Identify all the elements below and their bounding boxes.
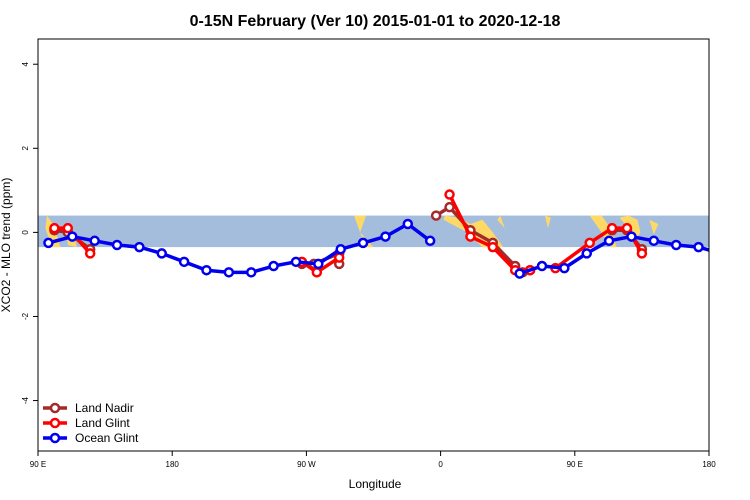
legend-swatch-marker bbox=[49, 432, 61, 444]
data-point bbox=[717, 249, 725, 257]
data-point bbox=[223, 267, 235, 278]
land-patch bbox=[649, 219, 659, 235]
legend-item: Land Glint bbox=[43, 416, 130, 430]
series-layer bbox=[43, 189, 725, 279]
x-axis: 90 E 180 90 W 0 90 E 180 bbox=[30, 451, 716, 469]
data-point bbox=[465, 231, 476, 242]
y-tick-label: -2 bbox=[21, 312, 30, 320]
legend-swatch-marker bbox=[49, 402, 61, 414]
data-point bbox=[636, 248, 648, 259]
data-point bbox=[290, 256, 302, 268]
data-point bbox=[357, 237, 369, 249]
data-point bbox=[424, 235, 436, 247]
y-tick-label: 0 bbox=[21, 230, 30, 235]
legend-item: Ocean Glint bbox=[43, 431, 139, 445]
data-point bbox=[536, 260, 548, 272]
chart-title: 0-15N February (Ver 10) 2015-01-01 to 20… bbox=[190, 13, 561, 30]
x-tick-label: 180 bbox=[702, 460, 716, 469]
y-axis: -4 -2 0 2 4 bbox=[21, 61, 38, 404]
data-point bbox=[49, 222, 60, 234]
data-point bbox=[84, 248, 96, 259]
data-point bbox=[178, 256, 190, 268]
data-point bbox=[670, 239, 682, 251]
data-point bbox=[584, 237, 595, 249]
data-point bbox=[648, 235, 660, 247]
y-axis-label: XCO2 - MLO trend (ppm) bbox=[0, 178, 13, 313]
data-point bbox=[603, 235, 615, 247]
data-point bbox=[514, 268, 525, 279]
data-point bbox=[67, 231, 78, 242]
data-point bbox=[43, 237, 54, 249]
data-point bbox=[693, 241, 704, 253]
data-point bbox=[444, 189, 455, 200]
data-point bbox=[111, 239, 123, 251]
legend-label: Land Nadir bbox=[75, 401, 134, 415]
data-point bbox=[134, 241, 145, 253]
y-tick-label: -4 bbox=[21, 396, 30, 404]
data-point bbox=[335, 243, 346, 255]
y-tick-label: 2 bbox=[21, 146, 30, 151]
x-tick-label: 0 bbox=[438, 460, 443, 469]
legend-label: Ocean Glint bbox=[75, 431, 139, 445]
data-point bbox=[487, 241, 499, 253]
data-point bbox=[430, 210, 442, 221]
data-point bbox=[89, 235, 100, 247]
data-point bbox=[245, 267, 257, 278]
x-tick-label: 90 W bbox=[297, 460, 316, 469]
x-axis-label: Longitude bbox=[349, 477, 402, 491]
x-tick-label: 180 bbox=[166, 460, 180, 469]
data-point bbox=[62, 222, 74, 234]
data-point bbox=[380, 231, 391, 242]
data-point bbox=[333, 252, 345, 263]
land-patch bbox=[544, 215, 551, 229]
legend-label: Land Glint bbox=[75, 416, 130, 430]
data-point bbox=[626, 231, 637, 242]
x-tick-label: 90 E bbox=[567, 460, 583, 469]
x-tick-label: 90 E bbox=[30, 460, 46, 469]
legend-swatch-marker bbox=[49, 417, 61, 429]
plot-frame bbox=[37, 38, 710, 452]
series-ocean-glint bbox=[43, 218, 725, 279]
plot-area bbox=[38, 189, 725, 279]
data-point bbox=[559, 262, 570, 274]
data-point bbox=[581, 248, 592, 259]
legend-item: Land Nadir bbox=[43, 401, 134, 415]
land-patch bbox=[354, 215, 374, 248]
land-patch bbox=[497, 215, 505, 229]
data-point bbox=[402, 218, 414, 230]
series-line bbox=[519, 234, 709, 276]
data-point bbox=[444, 201, 455, 213]
data-point bbox=[156, 248, 168, 259]
data-point bbox=[268, 260, 279, 272]
data-point bbox=[313, 258, 324, 270]
data-point bbox=[606, 222, 618, 234]
data-point bbox=[201, 264, 212, 276]
data-point bbox=[621, 222, 633, 234]
y-tick-label: 4 bbox=[21, 61, 30, 66]
data-point bbox=[311, 267, 323, 278]
